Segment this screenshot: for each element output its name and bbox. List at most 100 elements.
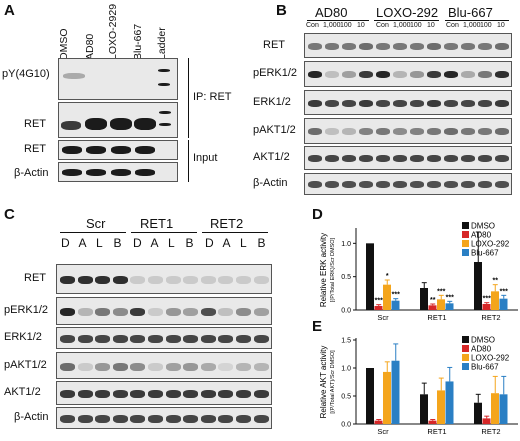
blot-c-row	[56, 407, 272, 429]
row-label-c: RET	[24, 272, 46, 284]
blot-band	[130, 276, 146, 284]
blot-band	[148, 308, 163, 316]
blot-band	[325, 128, 339, 135]
blot-band	[253, 415, 269, 423]
lane-label-b: Con	[376, 22, 389, 29]
blot-band	[77, 335, 93, 343]
blot-band	[148, 276, 163, 284]
row-label-b: pERK1/2	[253, 67, 298, 79]
panel-label-e: E	[312, 318, 323, 335]
blot-band	[410, 42, 424, 50]
significance-stars: **	[430, 297, 436, 304]
blot-band	[461, 181, 475, 188]
blot-band	[342, 155, 356, 162]
blot-band	[95, 415, 111, 423]
blot-band	[183, 308, 199, 316]
blot-band	[410, 155, 424, 162]
blot-band	[478, 42, 492, 50]
lane-label-c: B	[185, 236, 194, 250]
blot-band	[393, 99, 407, 107]
blot-ret-input	[58, 140, 178, 160]
blot-band	[112, 308, 128, 316]
blot-band	[200, 415, 216, 423]
ip-bracket	[188, 58, 189, 138]
legend-swatch	[462, 240, 469, 247]
blot-band	[325, 42, 339, 50]
blot-c-row	[56, 297, 272, 325]
blot-band	[359, 71, 373, 78]
lane-label-ladder: Ladder	[156, 27, 168, 60]
lane-label-b: 1,000	[463, 22, 481, 29]
blot-b-row	[304, 173, 512, 195]
group-label-loxo292: LOXO-292	[376, 5, 439, 20]
legend-swatch	[462, 345, 469, 352]
row-label-py4g10: pY(4G10)	[2, 68, 50, 80]
blot-band	[130, 415, 146, 423]
bar	[437, 390, 445, 424]
y-tick-label: 0.5	[341, 394, 351, 401]
blot-band	[253, 276, 269, 284]
bar	[383, 284, 391, 310]
row-label-b: pAKT1/2	[253, 124, 296, 136]
bar	[428, 305, 437, 310]
blot-band	[200, 308, 216, 316]
significance-stars: *	[386, 273, 389, 280]
blot-band	[444, 181, 458, 188]
legend-label: Blu-667	[471, 249, 499, 258]
blot-band	[112, 362, 128, 371]
blot-band	[200, 362, 216, 371]
input-bracket	[188, 140, 189, 182]
row-label-c: ERK1/2	[4, 331, 42, 343]
blot-band	[112, 415, 128, 423]
blot-band	[308, 71, 322, 78]
row-label-b: RET	[263, 38, 285, 51]
blot-band	[427, 155, 441, 162]
row-label-c: AKT1/2	[4, 386, 41, 398]
blot-band	[77, 362, 93, 371]
bar	[428, 420, 437, 424]
blot-band	[165, 415, 181, 423]
blot-band	[495, 181, 509, 188]
blot-band	[342, 181, 356, 188]
x-tick-label: RET1	[427, 313, 446, 322]
blot-band	[236, 335, 251, 343]
legend-label: LOXO-292	[471, 354, 510, 363]
y-tick-label: 1.0	[341, 241, 351, 248]
blot-band	[308, 155, 322, 162]
y-tick-label: 0.5	[341, 274, 351, 281]
blot-band	[253, 362, 269, 371]
row-label-ret-ip: RET	[24, 118, 46, 130]
lane-label-c: L	[240, 236, 247, 250]
bar	[420, 394, 428, 424]
blot-band	[359, 128, 373, 135]
bar	[374, 420, 383, 424]
blot-band	[183, 335, 199, 343]
lane-label-c: D	[61, 236, 70, 250]
blot-band	[218, 335, 234, 343]
bar	[474, 262, 482, 310]
x-tick-label: RET1	[427, 427, 446, 436]
blot-band	[200, 335, 216, 343]
row-label-b: ERK1/2	[253, 95, 291, 108]
bar	[482, 418, 491, 424]
blot-band	[77, 276, 93, 284]
blot-c-row	[56, 264, 272, 294]
bar	[391, 300, 400, 310]
blot-band	[325, 155, 339, 162]
blot-band	[495, 99, 509, 107]
legend-label: LOXO-292	[471, 240, 510, 249]
bar	[366, 368, 374, 424]
blot-band	[495, 42, 509, 50]
input-label: Input	[193, 152, 218, 164]
lane-label-b: Con	[446, 22, 459, 29]
bar	[374, 306, 383, 310]
blot-band	[393, 155, 407, 162]
bar	[445, 303, 454, 310]
y-axis-title: Relative ERK activity [(P/Total ERK)/Scr …	[319, 233, 336, 307]
blot-band	[325, 99, 339, 107]
blot-band	[95, 335, 111, 343]
blot-c-row	[56, 381, 272, 405]
panel-label-a: A	[4, 2, 15, 19]
blot-band	[112, 335, 128, 343]
blot-band	[444, 42, 458, 50]
